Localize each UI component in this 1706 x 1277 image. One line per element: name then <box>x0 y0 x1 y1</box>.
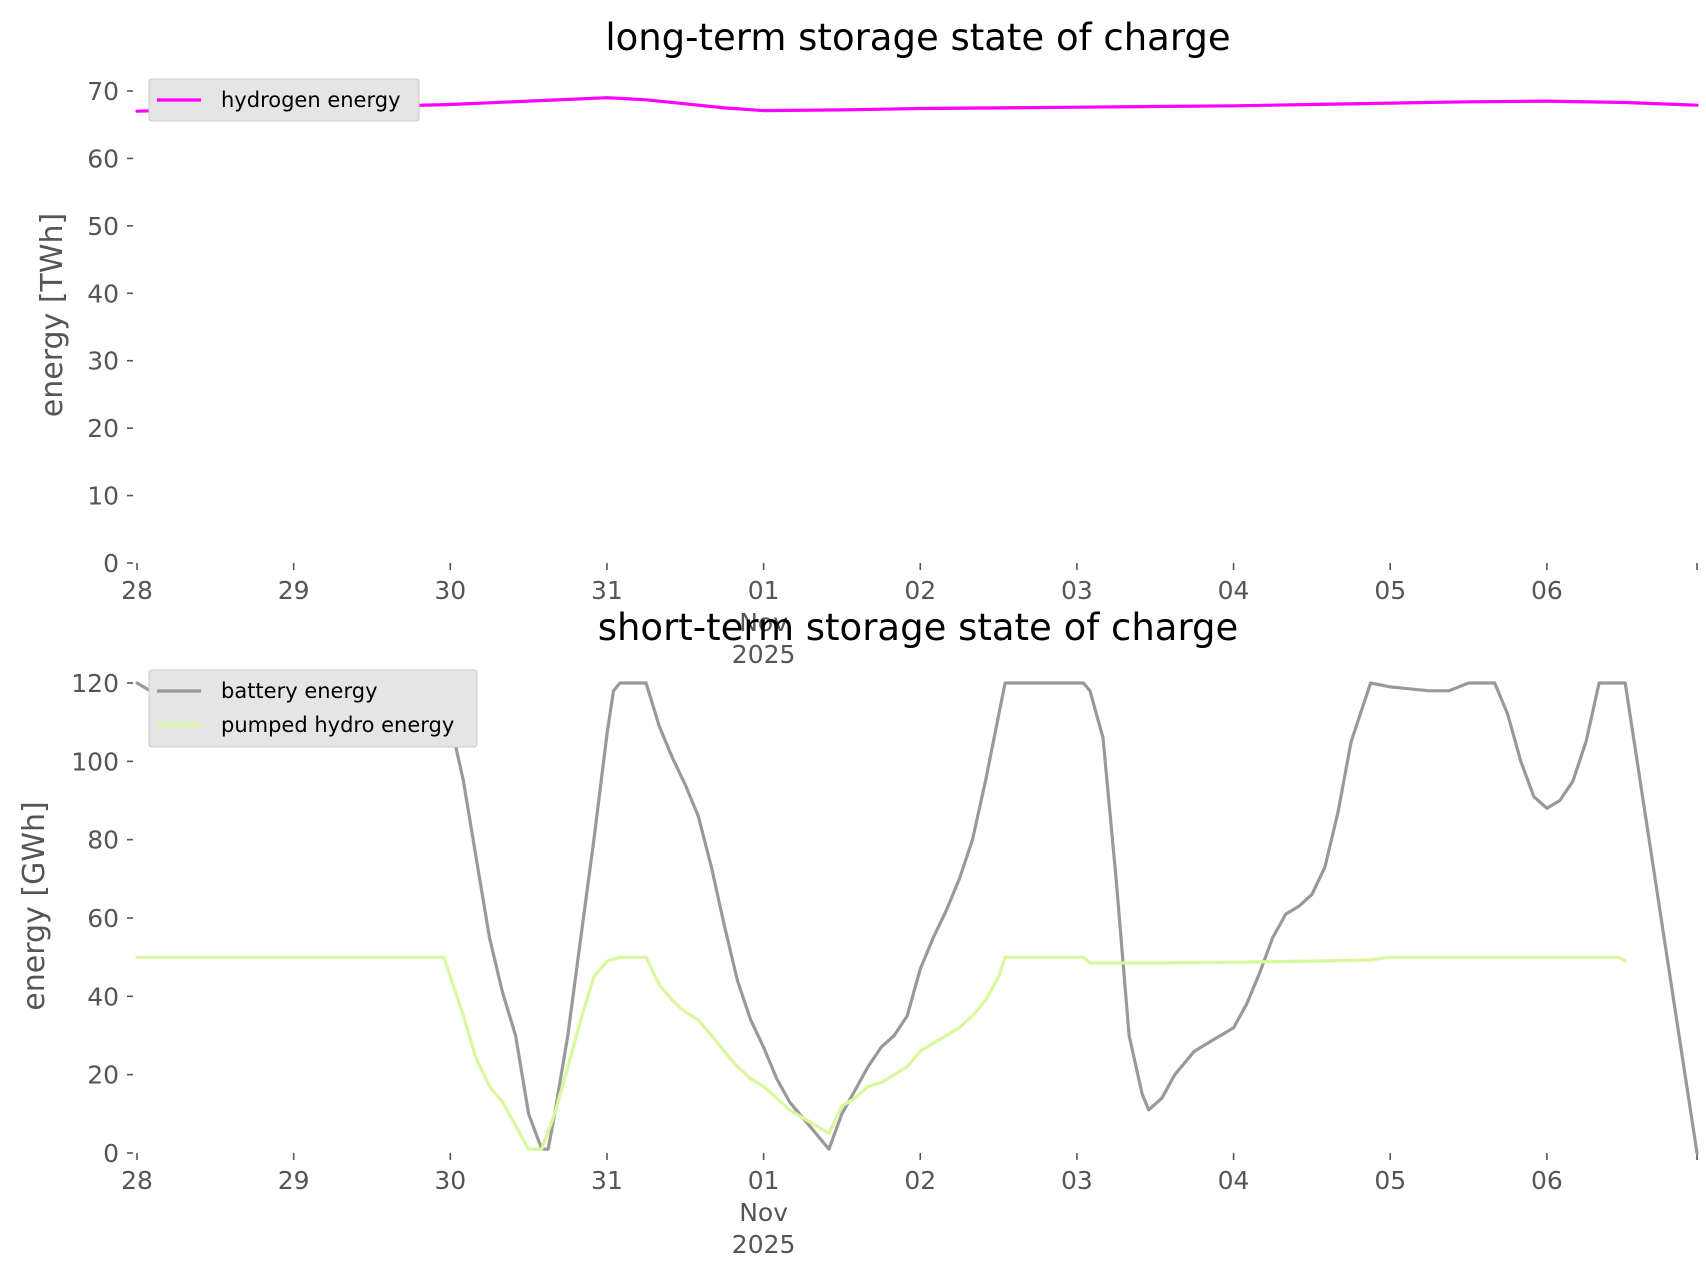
legend-label: hydrogen energy <box>221 88 401 112</box>
legend-label: pumped hydro energy <box>221 713 454 737</box>
x-tick-label: 28 <box>121 576 153 605</box>
y-tick-label: 40 <box>87 279 119 308</box>
x-tick-label: 01 Nov 2025 <box>732 1166 796 1259</box>
x-tick-label: 03 <box>1061 576 1093 605</box>
x-tick-label: 01 Nov 2025 <box>732 576 796 669</box>
x-tick-label: 06 <box>1531 1166 1563 1195</box>
series-line-hydrogen-energy <box>135 96 1699 113</box>
x-tick-label: 03 <box>1061 1166 1093 1195</box>
x-tick-label: 04 <box>1218 576 1250 605</box>
y-tick-label: 0 <box>103 1139 119 1168</box>
y-tick-label: 100 <box>71 747 119 776</box>
x-tick-label: 05 <box>1374 1166 1406 1195</box>
legend: hydrogen energy <box>148 78 420 122</box>
x-tick-label: 31 <box>591 1166 623 1195</box>
y-tick-label: 70 <box>87 77 119 106</box>
y-tick-label: 60 <box>87 144 119 173</box>
x-tick-label: 30 <box>434 1166 466 1195</box>
x-tick-label: 04 <box>1218 1166 1250 1195</box>
y-tick-label: 80 <box>87 826 119 855</box>
y-axis-label: energy [TWh] <box>35 213 70 417</box>
y-axis: 0 20 40 60 80 100 120 <box>71 669 133 1168</box>
y-tick-label: 0 <box>103 549 119 578</box>
y-axis: 0 10 20 30 40 50 60 70 <box>87 77 133 578</box>
x-tick-label: 05 <box>1374 576 1406 605</box>
x-tick-label: 02 <box>904 576 936 605</box>
x-tick-label: 02 <box>904 1166 936 1195</box>
x-axis: 28 29 30 31 01 Nov 2025 02 03 04 05 06 <box>121 1153 1698 1259</box>
long-term-storage-chart: long-term storage state of charge energy… <box>35 16 1699 669</box>
series-group <box>135 96 1699 113</box>
x-tick-label: 29 <box>278 1166 310 1195</box>
y-axis-label: energy [GWh] <box>17 801 52 1010</box>
y-tick-label: 30 <box>87 347 119 376</box>
y-tick-label: 40 <box>87 982 119 1011</box>
chart-title: short-term storage state of charge <box>598 606 1239 649</box>
y-tick-label: 60 <box>87 904 119 933</box>
y-tick-label: 120 <box>71 669 119 698</box>
series-line-battery-energy <box>135 681 1699 1155</box>
series-group <box>135 681 1699 1155</box>
y-tick-label: 50 <box>87 212 119 241</box>
y-tick-label: 20 <box>87 414 119 443</box>
x-tick-label: 06 <box>1531 576 1563 605</box>
y-tick-label: 20 <box>87 1061 119 1090</box>
x-tick-label: 28 <box>121 1166 153 1195</box>
x-axis: 28 29 30 31 01 Nov 2025 02 03 04 05 06 <box>121 563 1698 669</box>
legend-label: battery energy <box>221 679 378 703</box>
x-tick-label: 31 <box>591 576 623 605</box>
x-tick-label: 29 <box>278 576 310 605</box>
legend-box <box>148 669 478 748</box>
series-line-pumped-hydro-energy <box>135 955 1627 1151</box>
chart-title: long-term storage state of charge <box>605 16 1230 59</box>
x-tick-label: 30 <box>434 576 466 605</box>
legend: battery energy pumped hydro energy <box>148 669 478 748</box>
short-term-storage-chart: short-term storage state of charge energ… <box>17 606 1699 1259</box>
y-tick-label: 10 <box>87 482 119 511</box>
legend-box <box>148 78 420 122</box>
